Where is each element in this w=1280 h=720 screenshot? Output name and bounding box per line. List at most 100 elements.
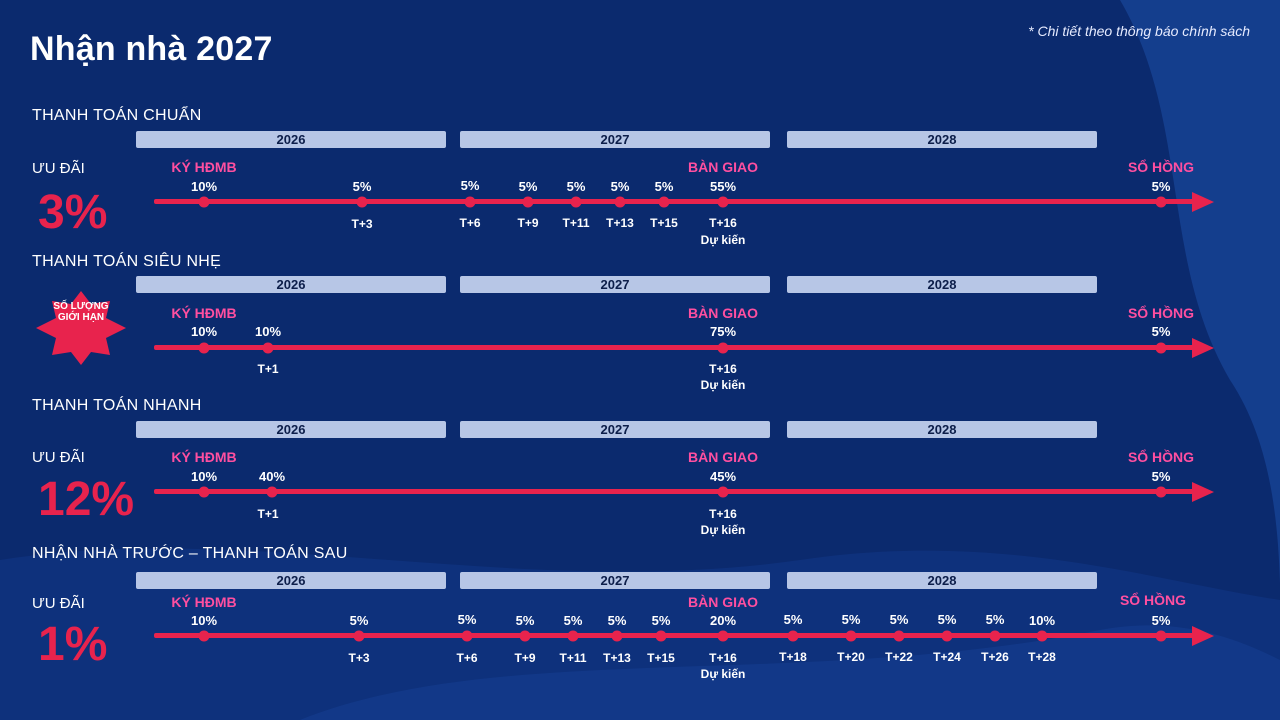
payment-pct: 5%	[937, 612, 957, 627]
payment-dot	[845, 630, 857, 642]
limited-quantity-badge: SỐ LƯỢNG GIỚI HẠN	[34, 291, 128, 365]
payment-month: T+9	[514, 651, 536, 665]
discount-value: 12%	[38, 473, 135, 526]
payment-month: T+20	[837, 650, 865, 664]
discount-value: 1%	[38, 618, 108, 671]
payment-dot	[464, 196, 476, 208]
payment-pct: 55%	[709, 179, 737, 194]
payment-month: T+16	[709, 507, 737, 521]
milestone-pink-book: SỔ HỒNG	[1127, 159, 1195, 175]
payment-pct: 5%	[515, 613, 535, 628]
payment-month: T+9	[517, 216, 539, 230]
timeline-standard	[154, 192, 1214, 212]
payment-dot	[198, 486, 210, 498]
milestone-sign: KÝ HĐMB	[171, 594, 237, 610]
milestone-handover: BÀN GIAO	[688, 449, 758, 465]
year-bar-2028: 2028	[787, 572, 1097, 589]
payment-dot	[356, 196, 368, 208]
payment-month: T+3	[348, 651, 370, 665]
payment-pct: 5%	[985, 612, 1005, 627]
milestone-handover: BÀN GIAO	[688, 594, 758, 610]
payment-dot	[266, 486, 278, 498]
payment-pct: 5%	[841, 612, 861, 627]
policy-footnote: * Chi tiết theo thông báo chính sách	[1028, 23, 1250, 39]
year-bar-2027: 2027	[460, 421, 770, 438]
payment-pct: 5%	[563, 613, 583, 628]
year-bar-2026: 2026	[136, 276, 446, 293]
payment-month: T+1	[257, 362, 279, 376]
payment-pct: 5%	[1151, 613, 1171, 628]
payment-dot	[1036, 630, 1048, 642]
payment-dot	[717, 486, 729, 498]
payment-dot	[614, 196, 626, 208]
offer-label: ƯU ĐÃI	[32, 595, 85, 612]
plan-title-move-in-first: NHẬN NHÀ TRƯỚC – THANH TOÁN SAU	[32, 545, 348, 562]
payment-month: T+6	[459, 216, 481, 230]
timeline-arrow	[1192, 338, 1214, 358]
year-bar-2028: 2028	[787, 276, 1097, 293]
payment-pct: 40%	[258, 469, 286, 484]
timeline-line	[154, 199, 1194, 204]
milestone-handover: BÀN GIAO	[688, 159, 758, 175]
expected-label: Dự kiến	[700, 667, 746, 681]
payment-month: T+11	[559, 651, 587, 665]
payment-dot	[717, 196, 729, 208]
year-bar-2028: 2028	[787, 131, 1097, 148]
payment-month: T+11	[562, 216, 590, 230]
payment-month: T+24	[933, 650, 961, 664]
payment-dot	[1155, 486, 1167, 498]
payment-dot	[1155, 342, 1167, 354]
payment-dot	[461, 630, 473, 642]
payment-dot	[717, 630, 729, 642]
milestone-pink-book: SỔ HỒNG	[1127, 305, 1195, 321]
plan-title-standard: THANH TOÁN CHUẨN	[32, 107, 202, 124]
year-bar-2027: 2027	[460, 572, 770, 589]
badge-text: SỐ LƯỢNG GIỚI HẠN	[53, 301, 109, 323]
payment-month: T+15	[650, 216, 678, 230]
payment-dot	[1155, 630, 1167, 642]
payment-dot	[198, 630, 210, 642]
payment-month: T+15	[647, 651, 675, 665]
payment-pct: 5%	[651, 613, 671, 628]
payment-month: T+3	[351, 217, 373, 231]
year-bar-2026: 2026	[136, 572, 446, 589]
timeline-super-light	[154, 338, 1214, 358]
payment-month: T+16	[709, 216, 737, 230]
page-title: Nhận nhà 2027	[30, 30, 273, 68]
payment-pct: 10%	[190, 469, 218, 484]
payment-dot	[198, 342, 210, 354]
payment-dot	[941, 630, 953, 642]
payment-month: T+18	[779, 650, 807, 664]
payment-dot	[989, 630, 1001, 642]
payment-dot	[1155, 196, 1167, 208]
payment-pct: 10%	[190, 613, 218, 628]
payment-dot	[717, 342, 729, 354]
payment-pct: 5%	[1151, 469, 1171, 484]
payment-pct: 5%	[889, 612, 909, 627]
plan-title-fast: THANH TOÁN NHANH	[32, 397, 202, 414]
timeline-arrow	[1192, 626, 1214, 646]
payment-pct: 5%	[349, 613, 369, 628]
payment-dot	[198, 196, 210, 208]
payment-pct: 5%	[1151, 179, 1171, 194]
payment-dot	[519, 630, 531, 642]
discount-value: 3%	[38, 186, 108, 239]
payment-pct: 75%	[709, 324, 737, 339]
payment-month: T+22	[885, 650, 913, 664]
payment-pct: 5%	[566, 179, 586, 194]
payment-dot	[570, 196, 582, 208]
milestone-handover: BÀN GIAO	[688, 305, 758, 321]
milestone-pink-book: SỔ HỒNG	[1119, 592, 1187, 608]
payment-dot	[611, 630, 623, 642]
payment-pct: 10%	[190, 324, 218, 339]
timeline-move-in-first	[154, 626, 1214, 646]
year-bar-2028: 2028	[787, 421, 1097, 438]
payment-pct: 20%	[709, 613, 737, 628]
payment-pct: 5%	[610, 179, 630, 194]
payment-month: T+16	[709, 362, 737, 376]
year-bar-2027: 2027	[460, 276, 770, 293]
payment-dot	[353, 630, 365, 642]
milestone-sign: KÝ HĐMB	[171, 305, 237, 321]
payment-month: T+1	[257, 507, 279, 521]
offer-label: ƯU ĐÃI	[32, 160, 85, 177]
